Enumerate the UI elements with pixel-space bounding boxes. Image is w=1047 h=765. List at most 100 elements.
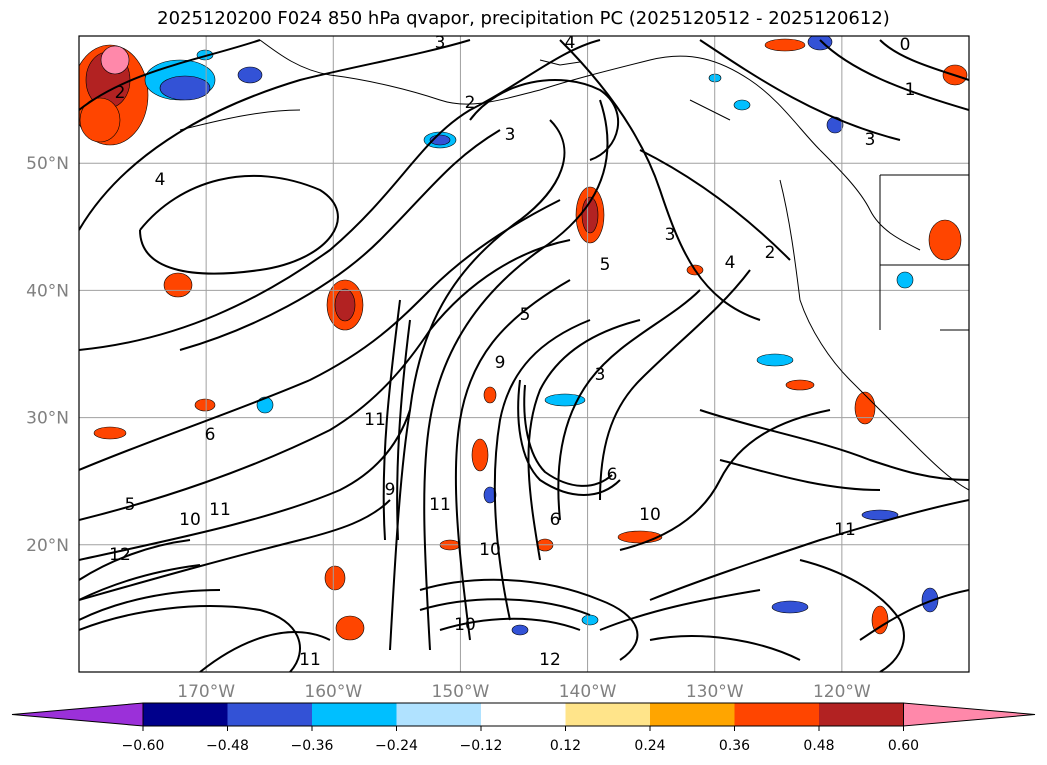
contour-label: 4 xyxy=(565,33,576,53)
qvapor-contour xyxy=(79,39,471,231)
colorbar-segment xyxy=(481,703,566,726)
precip-blob xyxy=(237,66,263,84)
contour-label: 2 xyxy=(115,83,126,103)
qvapor-contour xyxy=(719,459,881,491)
qvapor-contour xyxy=(599,589,761,631)
contour-label: 5 xyxy=(520,305,531,325)
contour-label: 4 xyxy=(155,170,166,190)
contour-label: 12 xyxy=(539,650,561,670)
precip-blob xyxy=(771,600,809,614)
lat-tick-label: 40°N xyxy=(26,281,69,301)
contour-label: 10 xyxy=(479,540,501,560)
qvapor-contour xyxy=(79,605,301,672)
contour-label: 10 xyxy=(639,505,661,525)
qvapor-contour xyxy=(493,319,591,621)
colorbar-segment xyxy=(143,703,228,726)
qvapor-contours xyxy=(79,39,969,672)
precip-blob xyxy=(733,99,751,111)
colorbar-segment xyxy=(734,703,820,726)
qvapor-contour xyxy=(619,409,831,551)
contour-label: 10 xyxy=(179,510,201,530)
qvapor-contour xyxy=(79,39,601,351)
precip-blob xyxy=(764,38,806,52)
qvapor-contour xyxy=(699,409,969,481)
qvapor-contour xyxy=(79,239,571,521)
contour-label: 11 xyxy=(364,410,386,430)
qvapor-contour xyxy=(79,409,411,561)
contour-label: 12 xyxy=(109,545,131,565)
qvapor-contour xyxy=(639,149,791,261)
contour-label: 9 xyxy=(385,480,396,500)
contour-label: 11 xyxy=(209,500,231,520)
lon-tick-label: 120°W xyxy=(813,682,871,702)
colorbar-segment xyxy=(227,703,313,726)
contour-label: 11 xyxy=(299,650,321,670)
coastline xyxy=(539,55,821,151)
precip-blob xyxy=(483,486,497,504)
contour-label: 3 xyxy=(865,130,876,150)
qvapor-contour xyxy=(649,635,801,661)
qvapor-contour xyxy=(557,289,701,521)
qvapor-contour xyxy=(527,319,641,561)
contour-label: 11 xyxy=(834,520,856,540)
qvapor-contour xyxy=(139,174,339,275)
qvapor-contour xyxy=(382,299,401,541)
contour-label: 9 xyxy=(495,353,506,373)
gridlines xyxy=(79,36,969,672)
qvapor-contour xyxy=(879,39,969,81)
precip-blob xyxy=(896,271,914,289)
contour-label: 6 xyxy=(607,465,618,485)
precip-blob xyxy=(756,353,794,367)
contour-label: 6 xyxy=(205,425,216,445)
coastlines xyxy=(179,39,969,491)
colorbar-tick-label: 0.12 xyxy=(550,738,581,754)
lat-tick-label: 50°N xyxy=(26,154,69,174)
qvapor-contour xyxy=(79,39,261,111)
precip-blob xyxy=(861,509,899,521)
qvapor-contour xyxy=(79,589,221,621)
contour-label: 11 xyxy=(429,495,451,515)
precip-blob xyxy=(483,386,497,404)
colorbar-extend-low xyxy=(11,702,144,727)
colorbar-tick-label: 0.60 xyxy=(888,738,919,754)
lon-tick-label: 150°W xyxy=(432,682,490,702)
qvapor-contour xyxy=(523,384,613,487)
qvapor-contour xyxy=(649,499,969,601)
colorbar-tick-label: 0.36 xyxy=(719,738,750,754)
precip-blob xyxy=(159,75,211,101)
precip-blob xyxy=(928,219,962,261)
colorbar-segment xyxy=(565,703,651,726)
qvapor-contour xyxy=(559,39,761,321)
qvapor-contour xyxy=(79,564,201,601)
lon-tick-label: 130°W xyxy=(686,682,744,702)
precip-blob xyxy=(581,614,599,626)
precip-blob xyxy=(471,438,489,472)
precip-blob xyxy=(921,587,939,613)
colorbar-tick-label: −0.48 xyxy=(206,738,249,754)
qvapor-contour xyxy=(79,499,391,601)
precip-blob xyxy=(785,379,815,391)
colorbar: −0.60 −0.48 −0.36 −0.24 −0.12 0.12 0.24 0.36 0.4… xyxy=(11,702,1036,754)
contour-label: 4 xyxy=(725,253,736,273)
qvapor-contour xyxy=(454,279,571,641)
colorbar-segment xyxy=(396,703,482,726)
contour-label: 3 xyxy=(595,365,606,385)
lat-tick-label: 20°N xyxy=(26,536,69,556)
precip-blob xyxy=(617,530,663,544)
colorbar-tick-label: −0.36 xyxy=(291,738,334,754)
precip-blob xyxy=(511,624,529,636)
contour-label: 1 xyxy=(905,80,916,100)
colorbar-outline xyxy=(142,702,904,727)
qvapor-contour xyxy=(396,319,411,541)
lon-tick-label: 140°W xyxy=(559,682,617,702)
qvapor-contour xyxy=(199,631,331,672)
precip-blob xyxy=(79,97,121,143)
coastline xyxy=(689,99,731,121)
qvapor-contour xyxy=(599,269,751,501)
qvapor-contour xyxy=(419,578,639,661)
precip-blob xyxy=(93,426,127,440)
colorbar-tick-label: 0.24 xyxy=(634,738,665,754)
precip-blob xyxy=(256,396,274,414)
colorbar-segment xyxy=(312,703,397,726)
